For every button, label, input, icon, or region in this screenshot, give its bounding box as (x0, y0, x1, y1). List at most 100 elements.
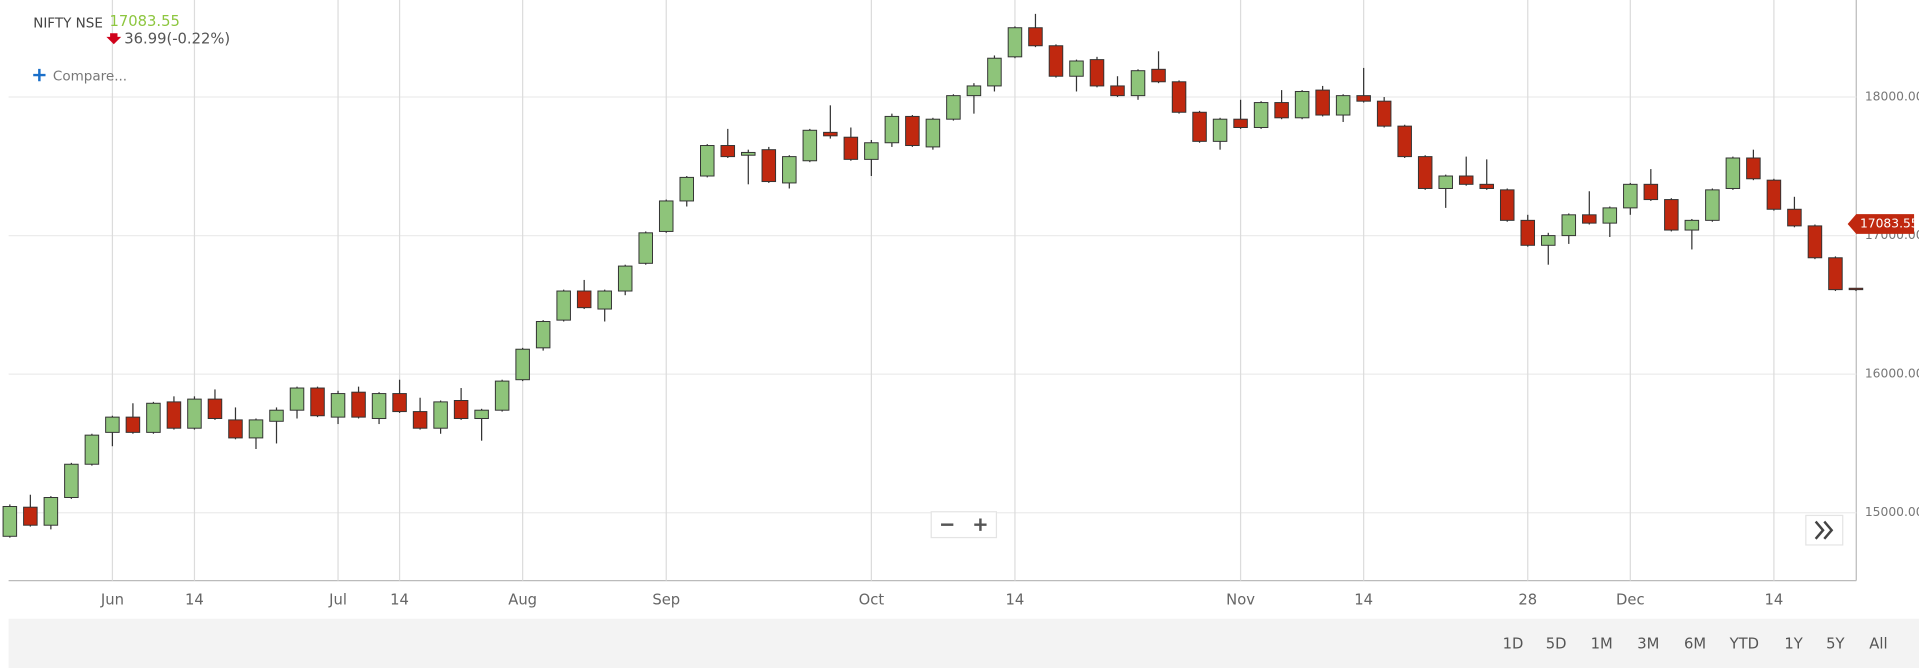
candle-body (946, 95, 961, 120)
candle-body (1007, 27, 1023, 58)
candle-body (1499, 189, 1515, 221)
candle-body (166, 401, 182, 429)
candle-body (23, 506, 38, 526)
candle-body (1315, 89, 1330, 116)
candle-body (905, 115, 920, 147)
range-button[interactable]: 6M (1684, 636, 1706, 653)
x-tick-label: 14 (1765, 591, 1784, 608)
x-tick-label: 14 (390, 591, 409, 608)
candle-body (1089, 59, 1105, 87)
candle-body (1561, 214, 1577, 237)
range-button[interactable]: All (1869, 636, 1887, 653)
candle-body (1417, 156, 1433, 189)
scroll-button[interactable] (1805, 514, 1844, 546)
x-tick-label: 28 (1518, 591, 1537, 608)
price-tag (1847, 214, 1915, 234)
candle-body (1192, 111, 1207, 142)
change: 36.99(-0.22%) (124, 30, 230, 47)
candle-body (1335, 95, 1351, 116)
compare[interactable]: Compare... (53, 68, 127, 84)
candle-body (617, 265, 633, 292)
price-tag-label: 17083.55 (1860, 217, 1919, 231)
candle-body (1356, 95, 1371, 102)
candle-body (782, 156, 797, 184)
candle-body (310, 387, 325, 417)
candle-body (146, 402, 161, 433)
candle-body (289, 387, 305, 411)
candle-body (720, 145, 736, 158)
compare-icon[interactable] (33, 68, 46, 82)
candle-body (1479, 183, 1494, 189)
candle-body (84, 434, 100, 465)
candle-body (515, 348, 530, 381)
candle-body (1233, 118, 1248, 128)
candle-body (1787, 208, 1802, 227)
range-button[interactable]: YTD (1729, 636, 1759, 653)
range-bar (8, 618, 1919, 668)
symbol: NIFTY NSE (33, 15, 103, 31)
candle-body (843, 136, 859, 160)
candle-body (105, 416, 120, 433)
candle-body (351, 391, 366, 418)
candle-body (1458, 175, 1474, 185)
range-button[interactable]: 1D (1503, 636, 1524, 653)
x-tick-label: Sep (652, 591, 680, 608)
candle-body (228, 419, 243, 439)
candle-body (1110, 85, 1125, 97)
y-tick-label: 16000.00 (1865, 367, 1919, 381)
scroll-box[interactable] (1805, 514, 1844, 546)
down-arrow (106, 33, 122, 45)
candle-body (1438, 175, 1453, 189)
candle-body (1828, 257, 1843, 291)
candle-body (1848, 287, 1864, 291)
candle-body (535, 321, 551, 349)
zoom-in[interactable] (974, 518, 987, 531)
candle-body (1151, 68, 1166, 83)
candle-body (1069, 60, 1084, 77)
candle-body (966, 85, 982, 97)
candle-body (802, 129, 818, 162)
candle-body (269, 409, 284, 422)
candle-body (1684, 219, 1700, 231)
y-tick-label: 18000.00 (1865, 90, 1919, 104)
candle-body (556, 290, 571, 321)
candle-body (1048, 45, 1064, 77)
x-tick-label: Nov (1226, 591, 1255, 608)
candle-body (1171, 81, 1187, 113)
candle-body (1520, 219, 1536, 246)
candle-body (1130, 70, 1146, 97)
candle-body (658, 200, 674, 232)
range-button[interactable]: 5D (1546, 636, 1567, 653)
candle-body (700, 145, 715, 177)
range-button[interactable]: 3M (1637, 636, 1659, 653)
candle-body (638, 232, 653, 264)
candle-body (207, 398, 223, 420)
candle-body (1582, 214, 1597, 224)
candle-body (187, 398, 202, 429)
candle-body (1766, 179, 1782, 210)
candle-body (864, 142, 879, 160)
y-tick-label: 15000.00 (1865, 505, 1919, 519)
candle-body (1664, 199, 1679, 231)
chevrons[interactable] (1814, 520, 1834, 540)
candle-body (2, 506, 18, 537)
candle-body (392, 393, 407, 413)
candle-body (330, 393, 346, 418)
range-button[interactable]: 1Y (1784, 636, 1803, 653)
candle-body (1643, 183, 1659, 201)
candle-body (1746, 157, 1761, 180)
x-tick-label: Jun (100, 591, 124, 608)
candle-body (987, 57, 1002, 87)
x-tick-label: Jul (328, 591, 347, 608)
candle-body (679, 176, 695, 202)
range-button[interactable]: 1M (1591, 636, 1613, 653)
candle-body (474, 409, 489, 420)
candle-body (1294, 90, 1310, 119)
candle-body (1253, 102, 1269, 128)
range-button[interactable]: 5Y (1826, 636, 1845, 653)
candle-body (412, 411, 428, 429)
candle-body (741, 151, 756, 156)
candle-body (494, 380, 510, 411)
candle-body (1376, 100, 1392, 127)
